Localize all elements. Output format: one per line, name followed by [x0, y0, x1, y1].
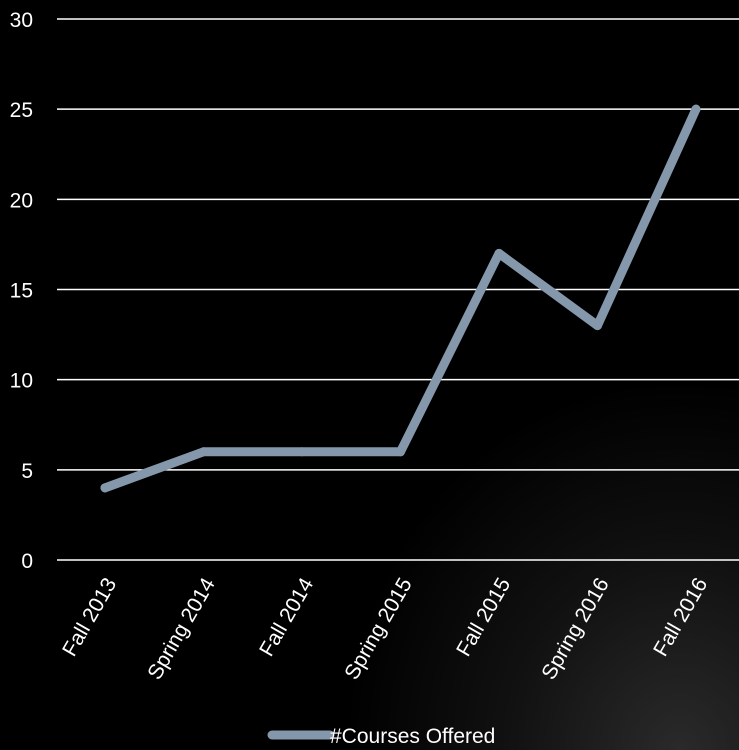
- x-tick-label: Fall 2016: [649, 574, 712, 660]
- y-tick-label: 10: [10, 370, 33, 393]
- data-point: [691, 104, 701, 114]
- data-point: [199, 447, 208, 457]
- x-tick-label: Fall 2015: [452, 574, 515, 660]
- y-tick-label: 5: [21, 460, 33, 483]
- legend-label-courses-offered: #Courses Offered: [330, 725, 495, 748]
- data-point: [593, 321, 602, 331]
- data-point: [494, 248, 504, 258]
- x-tick-label: Spring 2016: [537, 574, 614, 684]
- data-point: [297, 447, 307, 457]
- x-tick-label: Fall 2014: [255, 574, 318, 661]
- x-tick-label: Fall 2013: [58, 574, 121, 660]
- legend: #Courses Offered: [267, 725, 495, 748]
- y-tick-label: 25: [10, 99, 33, 122]
- y-tick-label: 15: [10, 280, 33, 303]
- y-tick-label: 20: [10, 189, 33, 212]
- x-axis-tick-labels: Fall 2013 Spring 2014 Fall 2014 Spring 2015…: [58, 574, 712, 684]
- x-tick-label: Spring 2014: [143, 574, 220, 684]
- y-axis-tick-labels: 0 5 10 15 20 25 30: [10, 9, 33, 573]
- gridlines: [57, 18, 739, 561]
- y-tick-label: 30: [10, 9, 33, 32]
- series-line-courses-offered: [100, 104, 701, 493]
- y-tick-label: 0: [21, 550, 33, 573]
- data-point: [396, 447, 405, 457]
- x-tick-label: Spring 2015: [340, 574, 417, 684]
- series-layer: [100, 104, 701, 493]
- data-point: [100, 483, 110, 493]
